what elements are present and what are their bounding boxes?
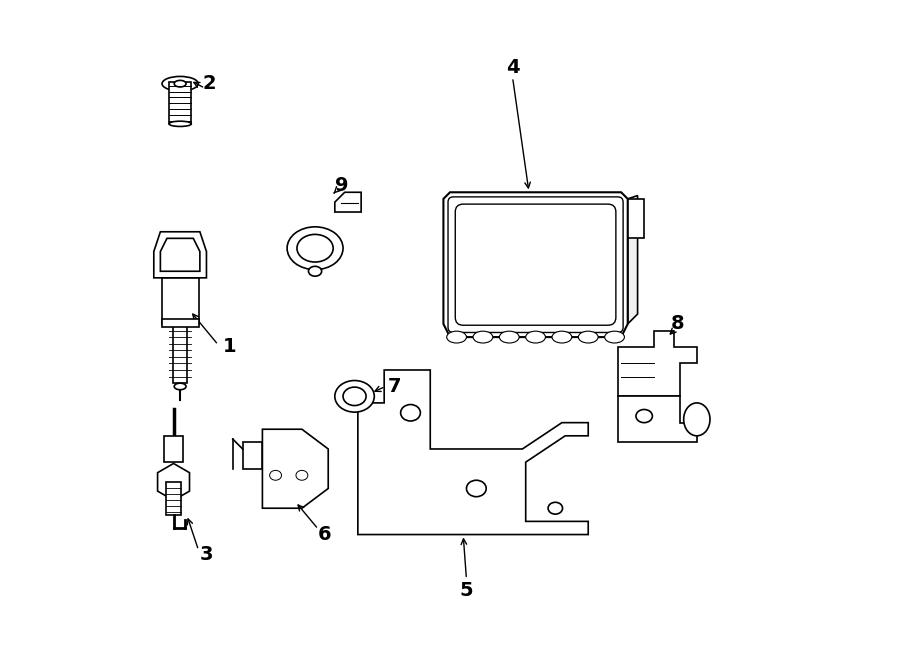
Ellipse shape: [466, 481, 486, 496]
Ellipse shape: [605, 331, 625, 343]
Text: 3: 3: [200, 545, 213, 564]
Polygon shape: [617, 330, 697, 397]
Polygon shape: [160, 239, 200, 271]
Text: 1: 1: [222, 338, 237, 356]
FancyBboxPatch shape: [448, 197, 623, 332]
Polygon shape: [627, 199, 644, 239]
Polygon shape: [444, 192, 627, 337]
Polygon shape: [627, 196, 637, 324]
FancyBboxPatch shape: [173, 324, 187, 383]
Polygon shape: [358, 370, 589, 535]
Text: 8: 8: [670, 315, 684, 333]
Ellipse shape: [526, 331, 545, 343]
Ellipse shape: [169, 121, 192, 126]
Ellipse shape: [335, 381, 374, 412]
Ellipse shape: [296, 471, 308, 481]
Ellipse shape: [684, 403, 710, 436]
Polygon shape: [263, 429, 328, 508]
FancyBboxPatch shape: [169, 83, 192, 123]
Ellipse shape: [579, 331, 599, 343]
Ellipse shape: [343, 387, 366, 406]
Ellipse shape: [162, 77, 198, 91]
Text: 5: 5: [460, 581, 473, 600]
Ellipse shape: [473, 331, 493, 343]
Text: 4: 4: [506, 58, 519, 77]
Polygon shape: [158, 463, 190, 500]
Ellipse shape: [446, 331, 466, 343]
Text: 6: 6: [318, 525, 332, 544]
Ellipse shape: [287, 227, 343, 270]
FancyBboxPatch shape: [162, 319, 199, 327]
Ellipse shape: [270, 471, 282, 481]
Ellipse shape: [636, 409, 652, 422]
Polygon shape: [335, 192, 361, 212]
Text: 9: 9: [335, 176, 348, 195]
Ellipse shape: [175, 383, 186, 390]
Polygon shape: [154, 232, 206, 278]
Ellipse shape: [297, 235, 333, 262]
FancyBboxPatch shape: [164, 436, 184, 462]
Polygon shape: [617, 397, 697, 442]
FancyBboxPatch shape: [162, 278, 199, 324]
Text: 2: 2: [202, 74, 217, 93]
Ellipse shape: [400, 405, 420, 421]
FancyBboxPatch shape: [455, 204, 616, 325]
Ellipse shape: [548, 502, 562, 514]
Ellipse shape: [309, 266, 321, 276]
Ellipse shape: [500, 331, 519, 343]
FancyBboxPatch shape: [166, 482, 182, 515]
Text: 7: 7: [387, 377, 400, 396]
Polygon shape: [243, 442, 263, 469]
Ellipse shape: [552, 331, 572, 343]
Ellipse shape: [175, 81, 186, 87]
